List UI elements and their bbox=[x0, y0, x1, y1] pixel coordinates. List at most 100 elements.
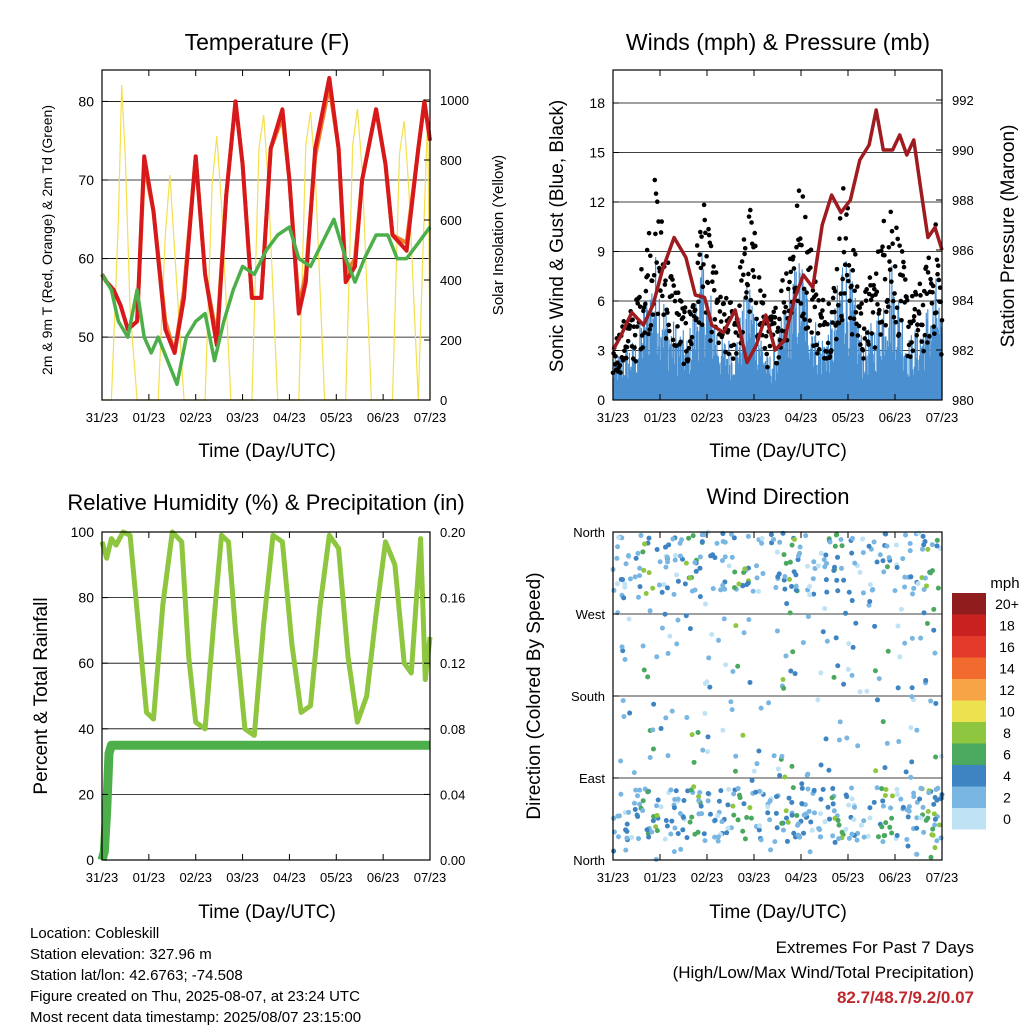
gust-point bbox=[876, 311, 882, 316]
wind-direction-title: Wind Direction bbox=[706, 484, 849, 509]
y-tick-label: North bbox=[573, 525, 605, 540]
gust-point bbox=[698, 229, 703, 235]
gust-point bbox=[739, 259, 745, 264]
direction-point bbox=[783, 560, 789, 566]
gust-point bbox=[675, 324, 680, 329]
wind-direction-axes: 31/23 01/23 02/23 03/23 04/23 05/23 06/23 07/23… bbox=[571, 525, 958, 885]
gust-point bbox=[742, 245, 748, 251]
gust-point bbox=[937, 285, 943, 290]
gust-point bbox=[860, 347, 866, 353]
gust-point bbox=[808, 247, 814, 253]
direction-point bbox=[902, 574, 908, 580]
gust-point bbox=[935, 271, 940, 277]
direction-point bbox=[672, 796, 678, 802]
direction-point bbox=[843, 826, 849, 832]
y-tick-label: 100 bbox=[71, 524, 95, 540]
direction-point bbox=[914, 815, 920, 821]
direction-point bbox=[785, 819, 791, 825]
direction-point bbox=[807, 849, 813, 855]
direction-point bbox=[911, 585, 917, 591]
direction-point bbox=[766, 700, 772, 706]
gust-point bbox=[639, 267, 644, 272]
direction-point bbox=[846, 641, 852, 647]
direction-point bbox=[707, 811, 713, 817]
gust-point bbox=[613, 353, 618, 359]
gust-point bbox=[670, 337, 676, 343]
gust-point bbox=[840, 276, 845, 282]
gust-point bbox=[649, 278, 655, 284]
direction-point bbox=[631, 770, 637, 776]
direction-point bbox=[624, 828, 630, 834]
gust-point bbox=[752, 230, 758, 236]
gust-point bbox=[655, 311, 661, 317]
direction-point bbox=[723, 662, 729, 668]
gust-point bbox=[646, 331, 651, 337]
x-tick-label: 06/23 bbox=[879, 410, 912, 425]
direction-point bbox=[929, 542, 935, 548]
direction-point bbox=[682, 581, 688, 587]
direction-point bbox=[665, 650, 671, 656]
direction-point bbox=[773, 794, 779, 800]
gust-point bbox=[861, 356, 866, 361]
direction-point bbox=[625, 553, 631, 559]
gust-point bbox=[816, 347, 822, 352]
speed-legend: mph 20+ 18 16 14 12 10 8 6 4 2 0 bbox=[952, 575, 1020, 830]
direction-point bbox=[910, 591, 916, 597]
direction-point bbox=[705, 749, 711, 755]
gust-point bbox=[879, 319, 885, 325]
direction-point bbox=[619, 644, 625, 650]
gust-point bbox=[652, 177, 658, 183]
gust-point bbox=[864, 287, 870, 292]
direction-point bbox=[834, 532, 840, 538]
direction-point bbox=[923, 583, 929, 589]
direction-point bbox=[777, 773, 783, 779]
gust-point bbox=[844, 212, 849, 217]
direction-point bbox=[615, 834, 621, 840]
direction-point bbox=[914, 851, 920, 857]
plot-frame bbox=[612, 69, 943, 401]
gust-point bbox=[872, 345, 878, 350]
gust-point bbox=[667, 328, 672, 334]
gust-point bbox=[781, 300, 787, 305]
direction-point bbox=[822, 564, 828, 570]
direction-point bbox=[918, 635, 924, 641]
direction-point bbox=[805, 563, 811, 569]
direction-point bbox=[725, 802, 731, 808]
gust-point bbox=[880, 244, 885, 250]
direction-point bbox=[765, 810, 771, 816]
wind-direction-ylabel: Direction (Colored By Speed) bbox=[524, 572, 545, 819]
temperature-y2label: Solar Insolation (Yellow) bbox=[490, 155, 507, 315]
direction-point bbox=[808, 819, 814, 825]
gust-point bbox=[851, 247, 856, 253]
direction-point bbox=[827, 816, 833, 822]
direction-point bbox=[843, 792, 849, 798]
gust-point bbox=[728, 300, 733, 305]
gust-point bbox=[708, 338, 713, 343]
gust-point bbox=[804, 290, 809, 295]
gust-point bbox=[640, 345, 646, 350]
gust-point bbox=[867, 275, 873, 280]
direction-point bbox=[774, 825, 780, 831]
legend-label: 20+ bbox=[995, 596, 1019, 612]
direction-point bbox=[845, 666, 851, 672]
direction-point bbox=[747, 805, 753, 811]
direction-point bbox=[881, 569, 887, 575]
direction-point bbox=[789, 583, 795, 589]
direction-point bbox=[809, 827, 815, 833]
gust-point bbox=[633, 358, 639, 364]
direction-point bbox=[826, 767, 832, 773]
gust-point bbox=[919, 339, 925, 344]
direction-point bbox=[654, 828, 660, 834]
gust-point bbox=[750, 267, 756, 273]
legend-swatch bbox=[952, 657, 986, 679]
direction-point bbox=[835, 817, 841, 823]
direction-point bbox=[918, 785, 924, 791]
gust-point bbox=[825, 340, 831, 346]
gust-point bbox=[935, 263, 941, 268]
gust-point bbox=[653, 231, 658, 237]
gust-point bbox=[888, 209, 894, 215]
direction-point bbox=[651, 701, 657, 707]
gust-point bbox=[785, 286, 791, 292]
direction-point bbox=[836, 836, 842, 842]
y-tick-label: 60 bbox=[78, 251, 94, 267]
